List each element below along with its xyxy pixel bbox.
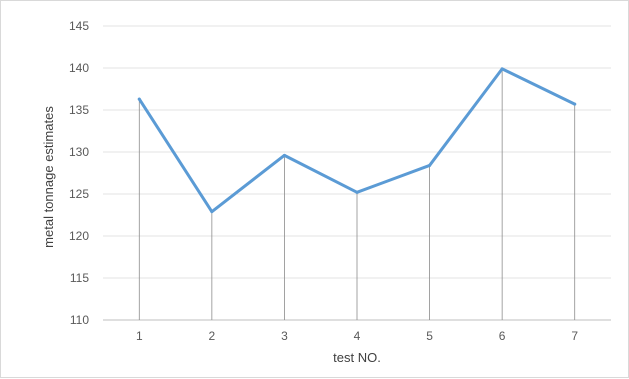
series-line xyxy=(137,67,577,214)
y-tick-label: 130 xyxy=(69,145,89,159)
y-tick-label: 145 xyxy=(69,19,89,33)
x-tick-label: 6 xyxy=(499,329,506,343)
x-tick-label: 1 xyxy=(136,329,143,343)
x-axis-tick-labels: 1 2 3 4 5 6 7 xyxy=(136,329,578,343)
y-axis-tick-labels: 110 115 120 125 130 135 140 145 xyxy=(69,19,89,327)
y-tick-label: 125 xyxy=(69,187,89,201)
y-tick-label: 110 xyxy=(70,313,89,327)
data-point xyxy=(500,67,504,71)
x-tick-label: 2 xyxy=(209,329,216,343)
data-point xyxy=(573,102,577,106)
data-point xyxy=(282,153,286,157)
y-axis-title: metal tonnage estimates xyxy=(41,106,56,248)
x-tick-label: 4 xyxy=(354,329,361,343)
data-point xyxy=(137,97,141,101)
series-group xyxy=(137,67,577,214)
data-point xyxy=(428,163,432,167)
data-point xyxy=(355,190,359,194)
y-tick-label: 120 xyxy=(69,229,89,243)
x-tick-label: 3 xyxy=(281,329,288,343)
drop-lines xyxy=(138,68,576,320)
y-tick-label: 135 xyxy=(69,103,89,117)
x-tick-label: 7 xyxy=(571,329,578,343)
y-tick-label: 115 xyxy=(70,271,89,285)
y-tick-label: 140 xyxy=(69,61,89,75)
data-point xyxy=(210,210,214,214)
x-tick-label: 5 xyxy=(426,329,433,343)
x-axis-title: test NO. xyxy=(333,350,381,365)
